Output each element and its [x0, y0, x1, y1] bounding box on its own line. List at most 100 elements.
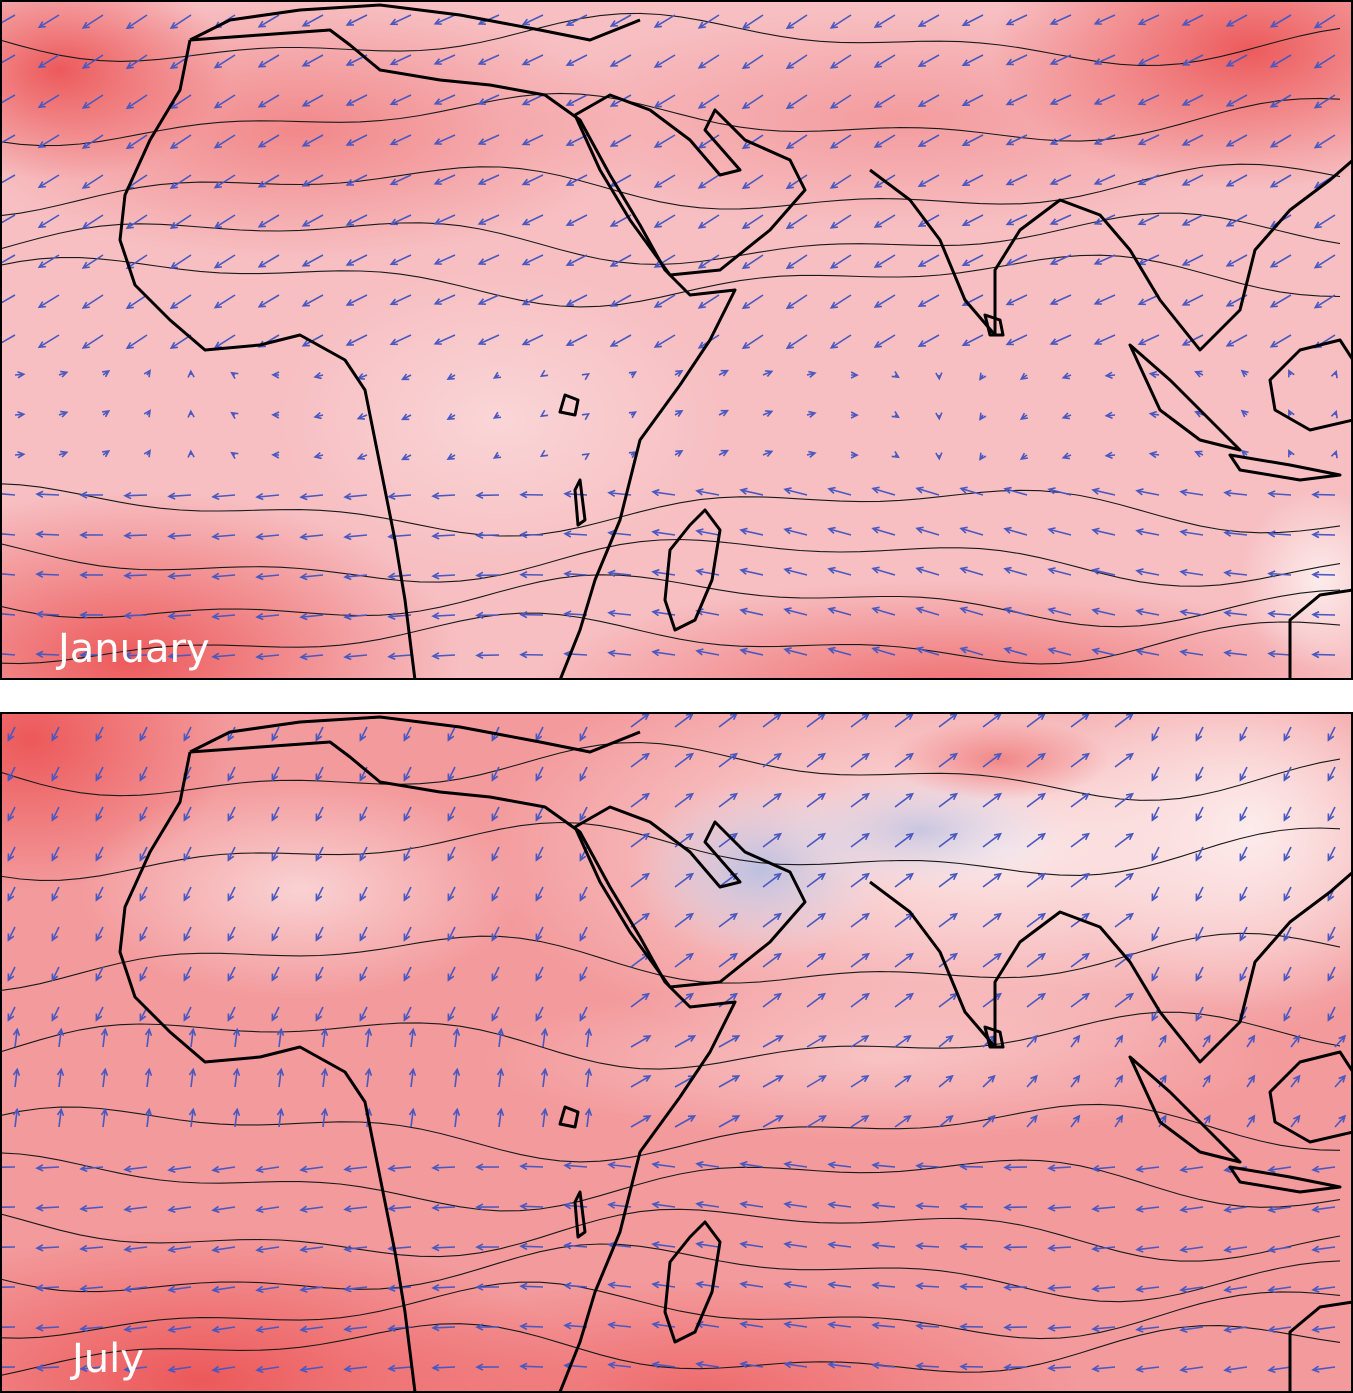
wind-arrow-head: [187, 409, 195, 418]
wind-arrow: [1004, 648, 1028, 656]
wind-arrow-head: [565, 59, 574, 66]
wind-arrow-head: [729, 752, 739, 761]
wind-arrow-head: [1049, 338, 1058, 345]
wind-arrow-head: [1115, 1114, 1124, 1123]
wind-arrow-head: [993, 952, 1003, 961]
wind-arrow-head: [949, 952, 959, 961]
wind-arrow-head: [139, 973, 147, 982]
wind-arrow-head: [123, 571, 132, 580]
wind-arrow-head: [491, 893, 499, 902]
wind-arrow-head: [1019, 412, 1029, 421]
wind-arrow-head: [1137, 298, 1146, 306]
wind-arrow-head: [685, 752, 695, 761]
wind-arrow: [806, 873, 826, 888]
wind-arrow: [168, 574, 192, 578]
wind-arrow-head: [320, 1027, 329, 1036]
wind-arrow-head: [1269, 300, 1278, 308]
wind-arrow-head: [447, 733, 455, 742]
wind-arrow: [1195, 846, 1204, 861]
wind-arrow: [1224, 1246, 1248, 1252]
wind-arrow: [1050, 54, 1072, 65]
wind-arrow-head: [475, 651, 484, 660]
wind-arrow: [1224, 491, 1248, 496]
wind-arrow-head: [12, 1067, 21, 1076]
wind-arrow: [630, 793, 650, 808]
wind-arrow-head: [917, 140, 926, 147]
wind-arrow: [234, 1109, 238, 1128]
wind-arrow-head: [271, 893, 279, 902]
wind-arrow: [82, 14, 104, 29]
wind-arrow-head: [345, 219, 354, 226]
wind-arrow-head: [81, 221, 90, 229]
wind-arrow-head: [1081, 832, 1091, 841]
wind-arrow-head: [1151, 893, 1159, 902]
wind-vectors: [1, 713, 1347, 1374]
contours: [1, 12, 1341, 665]
wind-arrow: [1138, 174, 1160, 185]
wind-arrow-head: [917, 180, 926, 187]
wind-arrow-head: [1225, 339, 1234, 347]
wind-arrow: [344, 1206, 368, 1211]
wind-arrow-head: [783, 1280, 792, 1289]
wind-arrow: [432, 1366, 456, 1369]
wind-arrow: [806, 833, 826, 848]
wind-arrow: [1224, 531, 1248, 536]
wind-arrow-head: [1159, 1034, 1167, 1043]
wind-arrow-head: [1311, 1325, 1320, 1333]
wind-arrow-head: [915, 486, 924, 494]
wind-arrow: [1334, 1035, 1346, 1048]
wind-arrow-head: [95, 973, 103, 982]
wind-arrow-head: [1049, 58, 1058, 65]
wind-arrow: [894, 793, 914, 808]
wind-arrow: [696, 1322, 720, 1328]
wind-arrow-head: [359, 973, 367, 982]
wind-arrow: [894, 1115, 911, 1128]
wind-arrow-head: [653, 60, 662, 68]
wind-arrow-head: [433, 138, 442, 145]
wind-arrow: [1151, 846, 1160, 861]
wind-arrow-head: [169, 141, 178, 150]
wind-arrow: [300, 1246, 324, 1251]
wind-arrow-head: [387, 1284, 396, 1293]
wind-arrow-head: [183, 733, 191, 742]
wind-arrow-head: [389, 298, 398, 306]
wind-arrow: [1283, 846, 1292, 861]
wind-arrow-head: [783, 487, 792, 495]
wind-arrow: [1226, 254, 1248, 267]
wind-arrow-head: [915, 1242, 924, 1250]
wind-arrow: [566, 174, 588, 186]
wind-arrow-head: [987, 1114, 996, 1123]
wind-arrow-head: [651, 528, 660, 537]
wind-arrow-head: [123, 1165, 132, 1173]
contour-line: [1, 1208, 1341, 1262]
wind-arrow-head: [1269, 140, 1278, 148]
wind-arrow: [146, 1109, 150, 1128]
wind-arrow: [38, 254, 60, 268]
wind-arrow: [872, 1204, 896, 1208]
wind-arrow: [1114, 1075, 1123, 1088]
wind-arrow-head: [433, 218, 442, 225]
wind-arrow-head: [873, 140, 882, 148]
wind-arrow-head: [1283, 1013, 1291, 1022]
wind-arrow: [1151, 726, 1160, 741]
wind-arrow-head: [35, 1364, 44, 1372]
wind-arrow: [830, 334, 852, 349]
wind-arrow-head: [446, 373, 455, 381]
wind-arrow-head: [230, 411, 239, 419]
wind-arrow: [36, 1366, 60, 1369]
wind-arrow: [212, 494, 236, 498]
wind-arrow-head: [169, 21, 178, 30]
wind-arrow-head: [100, 1027, 109, 1036]
wind-arrow: [894, 1075, 911, 1088]
wind-arrow: [696, 1362, 720, 1368]
wind-arrow-head: [475, 531, 484, 540]
wind-arrow: [982, 913, 1002, 928]
wind-arrow-head: [945, 1074, 954, 1083]
wind-arrow-head: [773, 832, 783, 841]
wind-arrow-head: [213, 141, 222, 149]
wind-arrow-head: [1003, 1363, 1012, 1372]
wind-arrow: [522, 334, 544, 346]
wind-arrow-head: [1195, 853, 1203, 862]
wind-arrow-head: [1137, 138, 1146, 146]
wind-arrow: [388, 654, 412, 658]
